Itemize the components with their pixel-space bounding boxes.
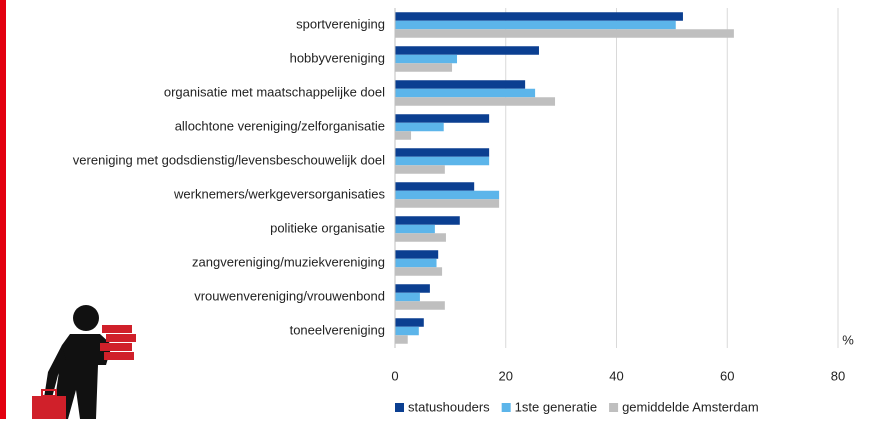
bar	[395, 88, 536, 98]
bar	[395, 29, 734, 38]
side-strip	[0, 0, 6, 419]
y-tick-label: politieke organisatie	[270, 220, 385, 235]
x-tick-label: 40	[609, 368, 623, 383]
bar	[395, 233, 446, 242]
bar	[395, 20, 676, 30]
legend-label: 1ste generatie	[515, 399, 597, 414]
bar	[395, 258, 437, 268]
bar	[395, 80, 526, 89]
bar	[395, 131, 412, 140]
bar	[395, 250, 439, 259]
x-tick-label: 80	[831, 368, 845, 383]
bar	[395, 318, 424, 327]
legend-label: statushouders	[408, 399, 490, 414]
bar	[395, 97, 556, 106]
bar	[395, 292, 420, 302]
y-tick-label: toneelvereniging	[290, 322, 385, 337]
x-tick-label: 60	[720, 368, 734, 383]
bar	[395, 326, 419, 336]
bar	[395, 63, 453, 72]
bar	[395, 190, 500, 200]
x-tick-label: 20	[499, 368, 513, 383]
x-axis-label: %	[842, 332, 854, 347]
bar	[395, 224, 435, 234]
y-tick-label: sportvereniging	[296, 16, 385, 31]
bar	[395, 156, 490, 166]
y-tick-label: zangvereniging/muziekvereniging	[192, 254, 385, 269]
bar	[395, 284, 430, 293]
y-tick-label: vereniging met godsdienstig/levensbescho…	[73, 152, 385, 167]
bar	[395, 114, 490, 123]
legend-swatch	[395, 403, 404, 412]
legend-swatch	[609, 403, 619, 412]
y-tick-label: allochtone vereniging/zelforganisatie	[175, 118, 385, 133]
bar	[395, 199, 500, 208]
y-tick-label: hobbyvereniging	[290, 50, 385, 65]
legend-label: gemiddelde Amsterdam	[622, 399, 759, 414]
bar	[395, 46, 539, 55]
bar	[395, 12, 683, 21]
bar	[395, 216, 460, 225]
bar	[395, 182, 475, 191]
bar	[395, 148, 490, 157]
bar	[395, 335, 408, 344]
legend-swatch	[501, 403, 511, 412]
bar	[395, 301, 445, 310]
y-tick-label: werknemers/werkgeversorganisaties	[173, 186, 385, 201]
bar	[395, 54, 458, 64]
icon	[32, 305, 136, 419]
y-tick-label: vrouwenvereniging/vrouwenbond	[194, 288, 385, 303]
bar	[395, 122, 444, 132]
bar	[395, 267, 443, 276]
y-tick-label: organisatie met maatschappelijke doel	[164, 84, 385, 99]
bar	[395, 165, 445, 174]
x-tick-label: 0	[391, 368, 398, 383]
